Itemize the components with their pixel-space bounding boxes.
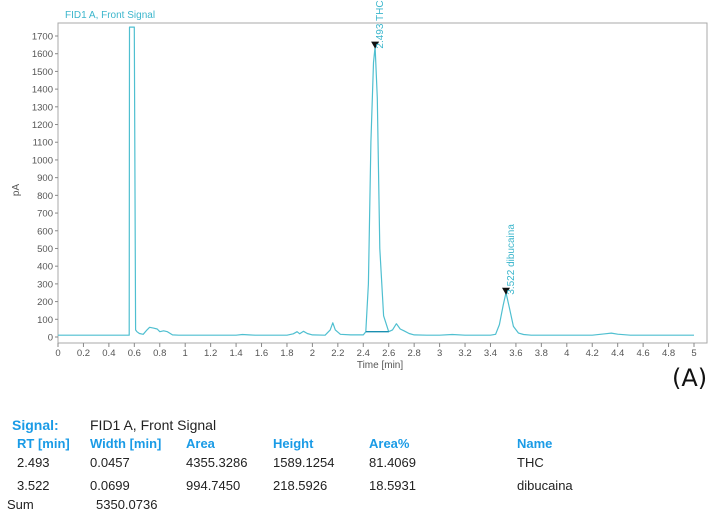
x-tick-label: 4 — [564, 348, 569, 359]
x-tick-label: 4.4 — [611, 348, 624, 359]
y-tick-label: 600 — [37, 226, 53, 237]
x-tick-label: 0 — [55, 348, 60, 359]
y-tick-label: 400 — [37, 262, 53, 273]
cell-rt: 2.493 — [17, 455, 50, 470]
x-tick-label: 1.8 — [280, 348, 293, 359]
x-axis: 0 0.2 0.4 0.6 0.8 1 1.2 1.4 1.6 1.8 2 2.2 2.4 2.6 2.8 3… — [55, 343, 697, 359]
x-tick-label: 3.6 — [509, 348, 522, 359]
y-tick-label: 200 — [37, 297, 53, 308]
signal-value: FID1 A, Front Signal — [90, 417, 217, 433]
peak-label: 3.522 dibucaina — [506, 224, 517, 295]
x-tick-label: 2 — [310, 348, 315, 359]
cell-area: 994.7450 — [186, 478, 241, 493]
cell-area: 4355.3286 — [186, 455, 248, 470]
x-tick-label: 3.2 — [458, 348, 471, 359]
header-area-pct: Area% — [369, 436, 410, 451]
panel-label: (A) — [672, 364, 708, 392]
x-tick-label: 1 — [183, 348, 188, 359]
y-tick-label: 1300 — [32, 102, 53, 113]
signal-line — [58, 26, 694, 336]
y-tick-label: 800 — [37, 191, 53, 202]
x-tick-label: 3.8 — [535, 348, 548, 359]
peak-marker-icon — [501, 287, 510, 295]
header-rt: RT [min] — [17, 436, 70, 451]
signal-label: Signal: — [12, 417, 59, 433]
x-tick-label: 4.2 — [586, 348, 599, 359]
x-tick-label: 2.2 — [331, 348, 344, 359]
cell-height: 218.5926 — [273, 478, 328, 493]
y-tick-label: 1200 — [32, 120, 53, 131]
y-axis: 0 100 200 300 400 500 600 700 800 900 1000 1100 1200… — [32, 32, 58, 344]
x-tick-label: 4.8 — [662, 348, 675, 359]
y-tick-label: 1500 — [32, 67, 53, 78]
y-tick-label: 1700 — [32, 32, 53, 43]
x-tick-label: 0.8 — [153, 348, 166, 359]
header-area: Area — [186, 436, 215, 451]
x-tick-label: 1.4 — [229, 348, 242, 359]
x-tick-label: 1.2 — [204, 348, 217, 359]
cell-area-pct: 18.5931 — [369, 478, 416, 493]
x-tick-label: 3.4 — [484, 348, 497, 359]
cell-name: THC — [517, 455, 544, 470]
y-tick-label: 1000 — [32, 155, 53, 166]
x-tick-label: 2.6 — [382, 348, 395, 359]
y-tick-label: 500 — [37, 244, 53, 255]
header-name: Name — [517, 436, 553, 451]
y-tick-label: 100 — [37, 315, 53, 326]
y-tick-label: 900 — [37, 173, 53, 184]
x-tick-label: 4.6 — [637, 348, 650, 359]
x-tick-label: 5 — [691, 348, 696, 359]
y-tick-label: 300 — [37, 279, 53, 290]
cell-height: 1589.1254 — [273, 455, 335, 470]
cell-name: dibucaina — [517, 478, 573, 493]
header-width: Width [min] — [90, 436, 162, 451]
header-height: Height — [273, 436, 314, 451]
x-tick-label: 1.6 — [255, 348, 268, 359]
cell-width: 0.0457 — [90, 455, 130, 470]
sum-label: Sum — [7, 497, 34, 512]
cell-area-pct: 81.4069 — [369, 455, 416, 470]
signal-trace — [58, 26, 694, 336]
cell-rt: 3.522 — [17, 478, 50, 493]
peak-marker-icon — [371, 41, 380, 49]
peak-label: 2.493 THC — [375, 0, 386, 48]
x-tick-label: 0.6 — [128, 348, 141, 359]
sum-value: 5350.0736 — [96, 497, 158, 512]
cell-width: 0.0699 — [90, 478, 130, 493]
y-tick-label: 1400 — [32, 85, 53, 96]
x-tick-label: 2.4 — [357, 348, 370, 359]
peak-annotations: 2.493 THC 3.522 dibucaina — [371, 0, 517, 295]
y-tick-label: 1600 — [32, 49, 53, 60]
signal-title: FID1 A, Front Signal — [65, 10, 155, 21]
x-tick-label: 2.8 — [408, 348, 421, 359]
x-tick-label: 0.4 — [102, 348, 115, 359]
y-axis-label: pA — [11, 184, 22, 197]
x-tick-label: 3 — [437, 348, 442, 359]
chromatogram-chart: FID1 A, Front Signal 0 100 200 300 400 500 600… — [11, 0, 708, 371]
y-tick-label: 700 — [37, 209, 53, 220]
y-tick-label: 1100 — [33, 138, 53, 149]
x-axis-label: Time [min] — [357, 360, 404, 371]
y-tick-label: 0 — [48, 333, 53, 344]
x-tick-label: 0.2 — [77, 348, 90, 359]
